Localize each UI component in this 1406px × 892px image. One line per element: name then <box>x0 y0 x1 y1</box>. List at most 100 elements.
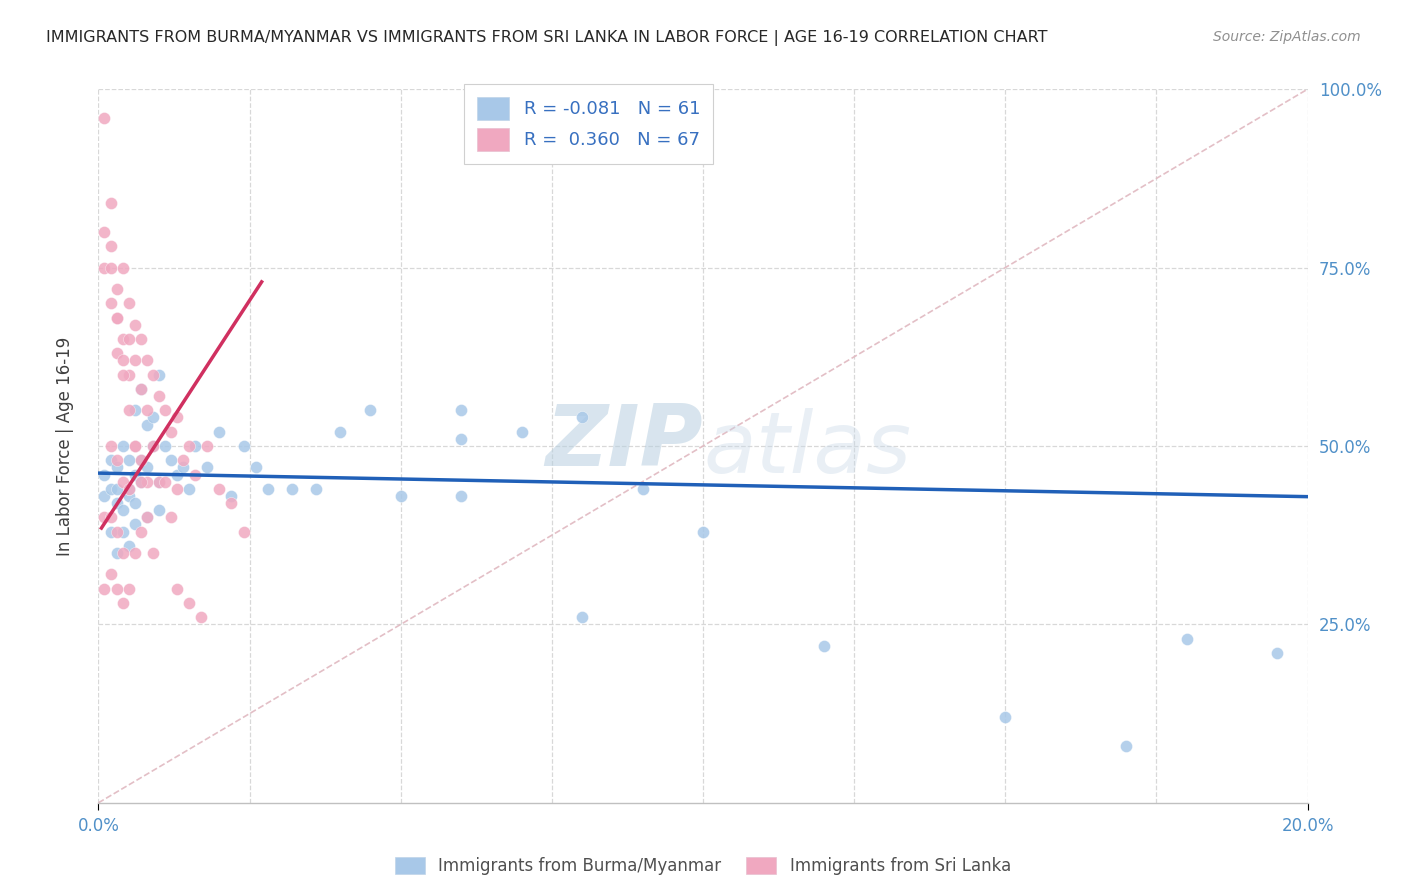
Point <box>124 403 146 417</box>
Point <box>184 467 207 482</box>
Point <box>124 439 146 453</box>
Point <box>135 510 157 524</box>
Point <box>142 410 165 425</box>
Point <box>129 382 152 396</box>
Point <box>135 403 157 417</box>
Point <box>129 382 152 396</box>
Point <box>160 425 183 439</box>
Point <box>93 225 115 239</box>
Point <box>111 524 134 539</box>
Point <box>172 460 194 475</box>
Text: atlas: atlas <box>703 408 911 491</box>
Point <box>153 475 176 489</box>
Point <box>184 439 207 453</box>
Point <box>153 439 176 453</box>
Point <box>105 310 128 325</box>
Point <box>281 482 304 496</box>
Point <box>1175 632 1198 646</box>
Point <box>232 439 254 453</box>
Point <box>93 467 115 482</box>
Point <box>129 475 152 489</box>
Point <box>105 310 128 325</box>
Point <box>571 410 593 425</box>
Point <box>221 489 243 503</box>
Point <box>93 510 115 524</box>
Point <box>129 453 152 467</box>
Point <box>124 353 146 368</box>
Point <box>135 460 157 475</box>
Point <box>142 439 165 453</box>
Point <box>93 111 115 125</box>
Legend: R = -0.081   N = 61, R =  0.360   N = 67: R = -0.081 N = 61, R = 0.360 N = 67 <box>464 84 713 164</box>
Point <box>190 610 212 624</box>
Point <box>129 475 152 489</box>
Point <box>179 596 201 610</box>
Point <box>111 503 134 517</box>
Point <box>166 410 188 425</box>
Point <box>450 432 472 446</box>
Point <box>692 524 714 539</box>
Point <box>100 196 122 211</box>
Point <box>571 610 593 624</box>
Legend: Immigrants from Burma/Myanmar, Immigrants from Sri Lanka: Immigrants from Burma/Myanmar, Immigrant… <box>387 849 1019 884</box>
Point <box>166 582 188 596</box>
Point <box>124 318 146 332</box>
Point <box>118 403 141 417</box>
Text: ZIP: ZIP <box>546 401 703 484</box>
Point <box>105 282 128 296</box>
Point <box>93 582 115 596</box>
Point <box>100 239 122 253</box>
Point <box>631 482 654 496</box>
Point <box>111 368 134 382</box>
Point <box>100 482 122 496</box>
Point <box>100 510 122 524</box>
Point <box>118 489 141 503</box>
Point <box>118 582 141 596</box>
Point <box>153 403 176 417</box>
Point <box>124 467 146 482</box>
Point <box>148 503 170 517</box>
Point <box>111 546 134 560</box>
Point <box>118 368 141 382</box>
Point <box>160 453 183 467</box>
Point <box>129 524 152 539</box>
Point <box>124 496 146 510</box>
Point <box>450 403 472 417</box>
Point <box>195 439 218 453</box>
Point <box>105 346 128 360</box>
Point <box>160 510 183 524</box>
Point <box>450 489 472 503</box>
Point <box>142 368 165 382</box>
Point <box>166 482 188 496</box>
Point <box>100 260 122 275</box>
Point <box>1115 739 1137 753</box>
Point <box>118 453 141 467</box>
Point <box>100 296 122 310</box>
Point <box>172 453 194 467</box>
Text: Source: ZipAtlas.com: Source: ZipAtlas.com <box>1213 30 1361 45</box>
Point <box>111 332 134 346</box>
Point <box>813 639 835 653</box>
Point <box>148 368 170 382</box>
Point <box>105 496 128 510</box>
Point <box>135 417 157 432</box>
Point <box>105 582 128 596</box>
Point <box>135 510 157 524</box>
Point <box>221 496 243 510</box>
Point <box>129 453 152 467</box>
Point <box>256 482 278 496</box>
Point <box>148 475 170 489</box>
Point <box>111 353 134 368</box>
Point <box>510 425 533 439</box>
Point <box>124 439 146 453</box>
Point <box>135 475 157 489</box>
Point <box>124 517 146 532</box>
Point <box>118 482 141 496</box>
Point <box>232 524 254 539</box>
Point <box>329 425 352 439</box>
Point <box>118 296 141 310</box>
Point <box>118 539 141 553</box>
Point <box>994 710 1017 724</box>
Point <box>100 439 122 453</box>
Point <box>360 403 382 417</box>
